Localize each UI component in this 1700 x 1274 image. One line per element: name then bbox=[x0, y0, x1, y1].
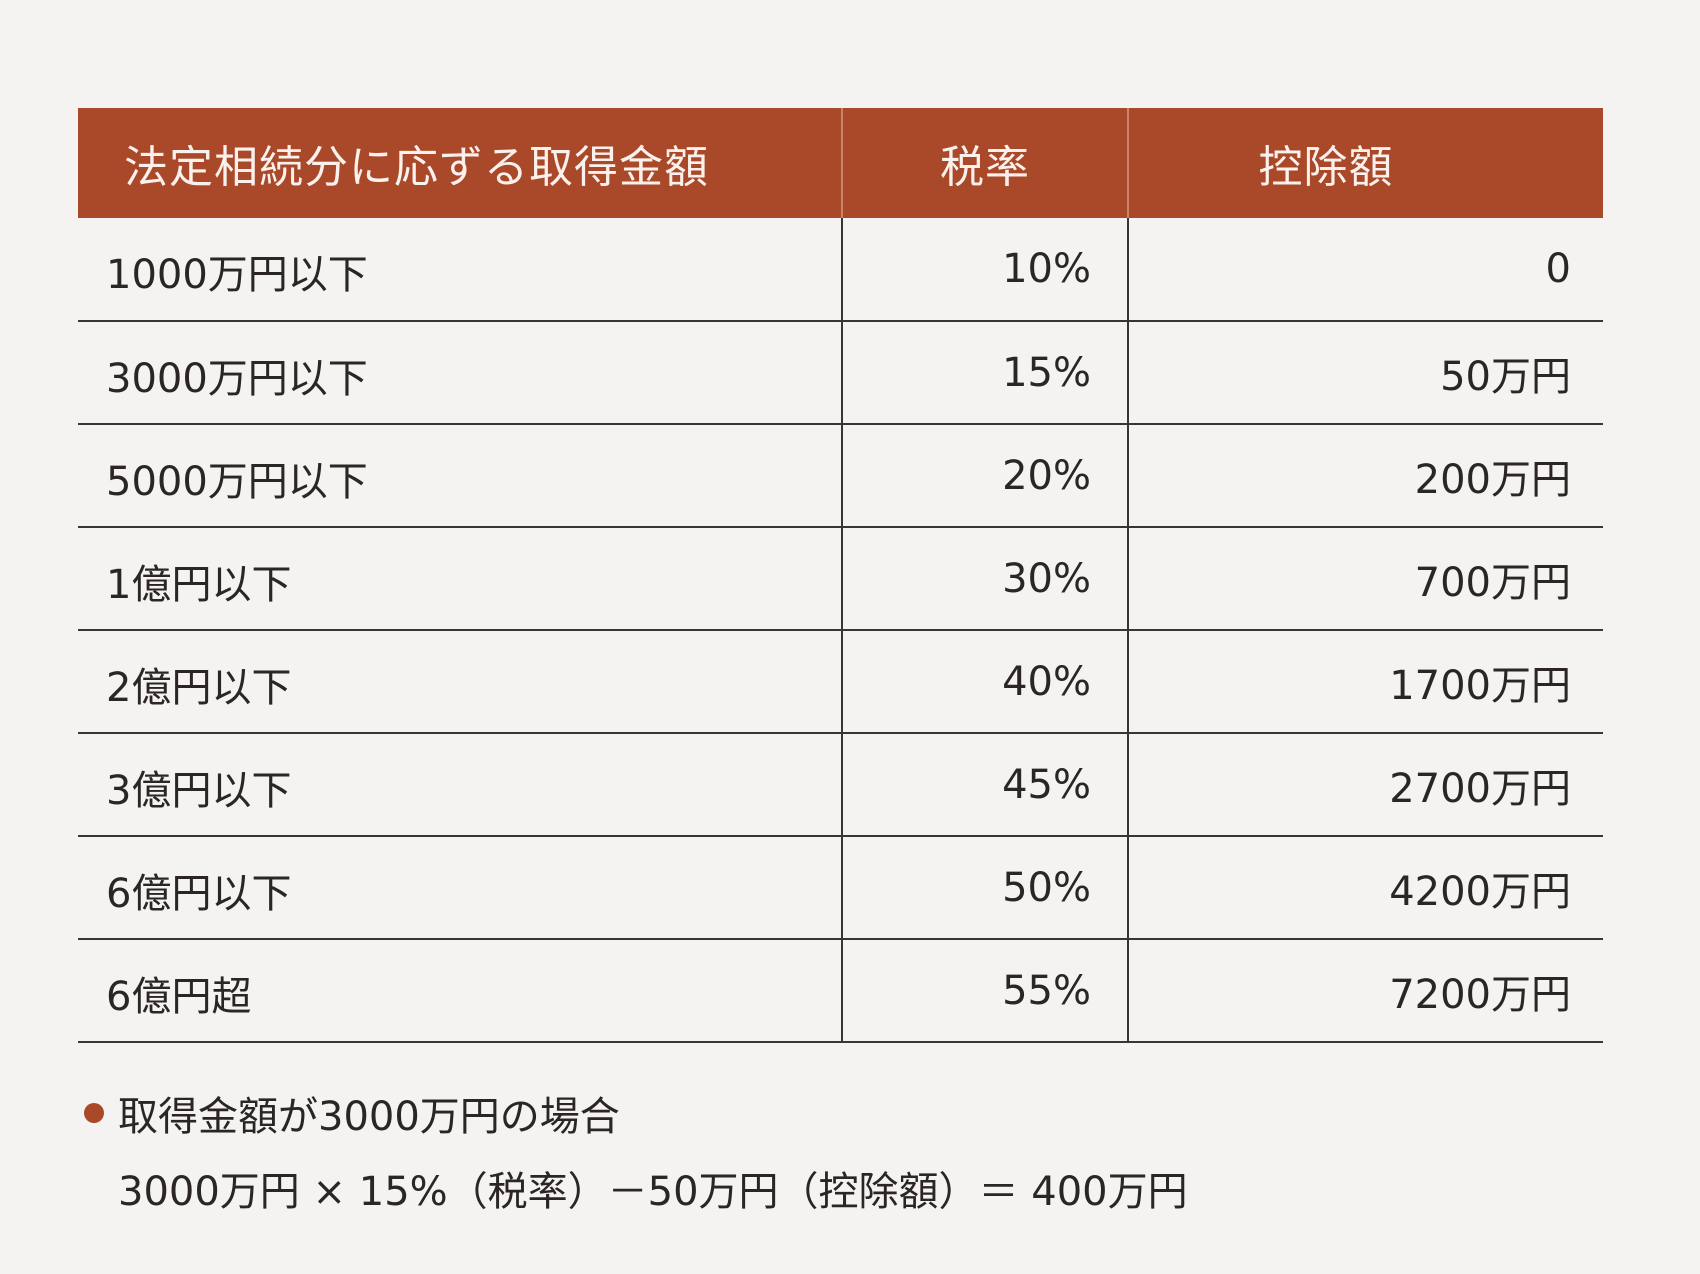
row-deduction: 7200万円 bbox=[1128, 939, 1603, 1043]
table-row: 5000万円以下 20% 200万円 bbox=[78, 424, 1603, 528]
table-row: 1億円以下 30% 700万円 bbox=[78, 527, 1603, 631]
header-deduction: 控除額 bbox=[1127, 108, 1603, 218]
row-deduction: 0 bbox=[1128, 218, 1603, 322]
table-row: 3億円以下 45% 2700万円 bbox=[78, 733, 1603, 837]
row-rate: 40% bbox=[842, 630, 1129, 734]
example-title-line: 取得金額が3000万円の場合 bbox=[84, 1085, 1584, 1141]
row-rate: 55% bbox=[842, 939, 1129, 1043]
row-rate: 45% bbox=[842, 733, 1129, 837]
table-row: 2億円以下 40% 1700万円 bbox=[78, 630, 1603, 734]
row-deduction: 4200万円 bbox=[1128, 836, 1603, 940]
row-amount: 2億円以下 bbox=[78, 630, 843, 734]
row-deduction: 200万円 bbox=[1128, 424, 1603, 528]
table-row: 6億円以下 50% 4200万円 bbox=[78, 836, 1603, 940]
row-rate: 50% bbox=[842, 836, 1129, 940]
row-rate: 15% bbox=[842, 321, 1129, 425]
table-row: 6億円超 55% 7200万円 bbox=[78, 939, 1603, 1043]
example-title: 取得金額が3000万円の場合 bbox=[118, 1094, 620, 1140]
row-rate: 20% bbox=[842, 424, 1129, 528]
row-rate: 30% bbox=[842, 527, 1129, 631]
row-amount: 1億円以下 bbox=[78, 527, 843, 631]
row-amount: 5000万円以下 bbox=[78, 424, 843, 528]
example-formula: 3000万円 × 15%（税率）－50万円（控除額）＝ 400万円 bbox=[118, 1169, 1188, 1215]
row-amount: 1000万円以下 bbox=[78, 218, 843, 322]
calculation-example: 取得金額が3000万円の場合 3000万円 × 15%（税率）－50万円（控除額… bbox=[84, 1085, 1584, 1215]
row-amount: 6億円超 bbox=[78, 939, 843, 1043]
row-deduction: 50万円 bbox=[1128, 321, 1603, 425]
table-row: 1000万円以下 10% 0 bbox=[78, 218, 1603, 322]
row-amount: 3000万円以下 bbox=[78, 321, 843, 425]
row-rate: 10% bbox=[842, 218, 1129, 322]
row-deduction: 700万円 bbox=[1128, 527, 1603, 631]
row-deduction: 2700万円 bbox=[1128, 733, 1603, 837]
row-amount: 3億円以下 bbox=[78, 733, 843, 837]
inheritance-tax-rate-table: 法定相続分に応ずる取得金額 税率 控除額 1000万円以下 10% 0 3000… bbox=[78, 108, 1603, 1043]
row-amount: 6億円以下 bbox=[78, 836, 843, 940]
header-acquired-amount: 法定相続分に応ずる取得金額 bbox=[78, 108, 843, 218]
table-header-row: 法定相続分に応ずる取得金額 税率 控除額 bbox=[78, 108, 1603, 218]
bullet-dot-icon bbox=[84, 1103, 104, 1123]
row-deduction: 1700万円 bbox=[1128, 630, 1603, 734]
table-row: 3000万円以下 15% 50万円 bbox=[78, 321, 1603, 425]
header-tax-rate: 税率 bbox=[841, 108, 1129, 218]
